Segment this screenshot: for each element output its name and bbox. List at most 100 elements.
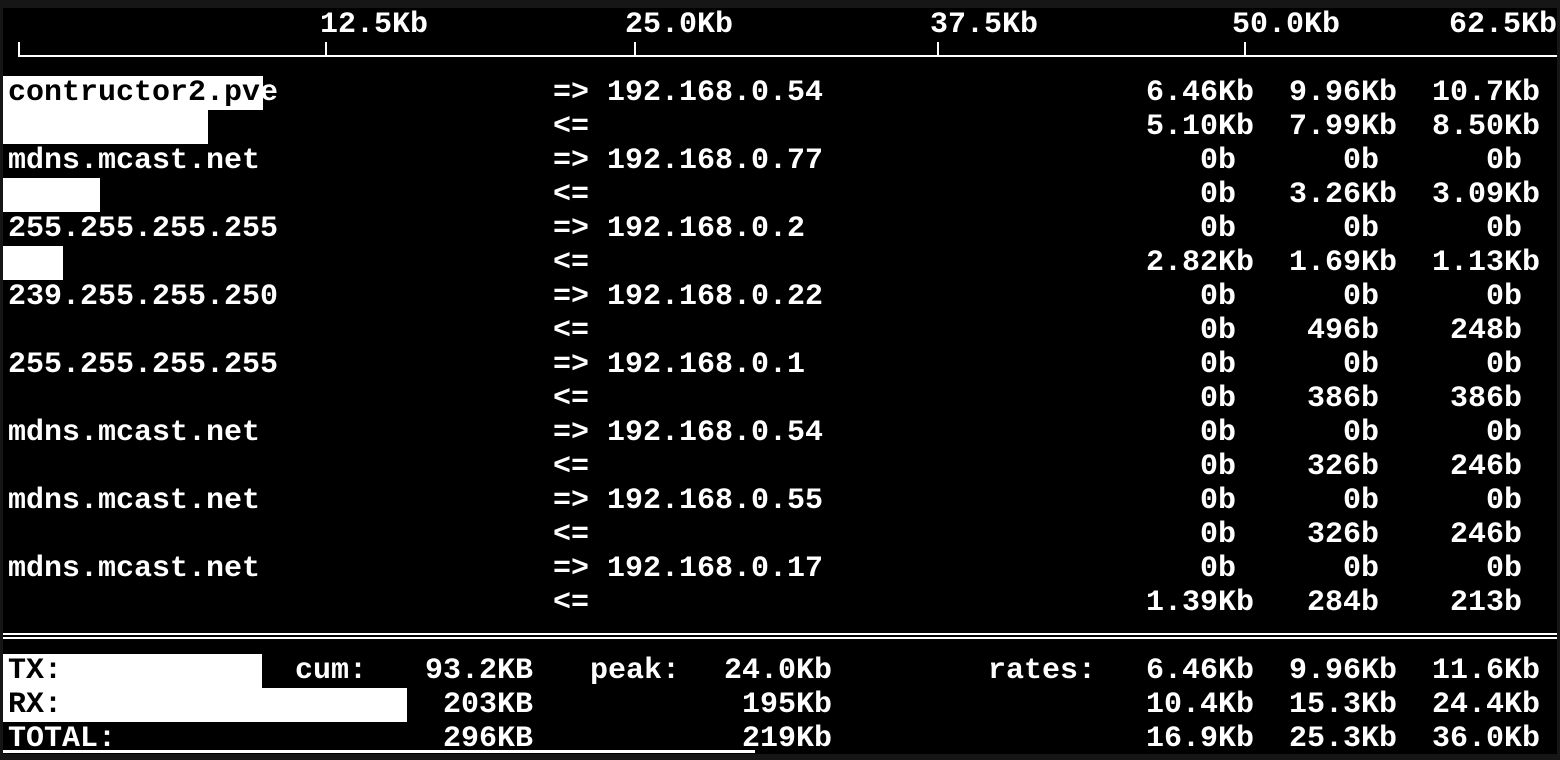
peak-column-header: peak: — [590, 654, 681, 688]
rx-rate-col3-number: 3.09 — [1431, 178, 1504, 212]
rx-rate-col3-number: 246 — [1449, 450, 1504, 484]
scale-tick-0 — [18, 42, 20, 57]
rx-rate-col2-unit: b — [1361, 586, 1380, 620]
tx-rate-col1-unit: b — [1218, 280, 1237, 314]
tx-rate-col1-unit: Kb — [1218, 76, 1255, 110]
rx-rate-col1-number: 0 — [1199, 382, 1218, 416]
tx-rate-col1-unit: b — [1218, 552, 1237, 586]
rx-rate-col2-unit: b — [1361, 382, 1380, 416]
scale-tick-1 — [325, 42, 327, 57]
rx-rate-col1-unit: b — [1218, 314, 1237, 348]
footer-bandwidth-bar-tx — [0, 654, 262, 688]
footer-rate-col2-number: 9.96 — [1288, 654, 1361, 688]
tx-rate-col3-number: 0 — [1485, 484, 1504, 518]
rx-arrow: <= — [553, 586, 590, 620]
rx-rate-col2-number: 326 — [1306, 518, 1361, 552]
footer-rate-col3-number: 36.0 — [1431, 722, 1504, 756]
remote-host-label: 192.168.0.1 — [607, 348, 806, 382]
footer-rate-col1-number: 16.9 — [1145, 722, 1218, 756]
tx-rate-col3-number: 0 — [1485, 280, 1504, 314]
rx-arrow: <= — [553, 110, 590, 144]
local-host-label-normal-part: e — [260, 76, 279, 110]
terminal-edge-bottom — [0, 754, 1560, 760]
local-host-label: mdns.mcast.net — [8, 552, 261, 586]
footer-label-rx-inverse-part: RX: — [8, 688, 63, 722]
terminal-edge-right — [1557, 0, 1560, 760]
footer-rate-col3-unit: Kb — [1504, 688, 1541, 722]
rx-rate-col3-unit: b — [1504, 450, 1523, 484]
local-host-label-inverse-part: contructor2.pv — [8, 76, 261, 110]
footer-rate-col3-number: 24.4 — [1431, 688, 1504, 722]
tx-rate-col2-number: 0 — [1342, 484, 1361, 518]
rx-rate-col1-unit: Kb — [1218, 586, 1255, 620]
tx-rate-col1-number: 0 — [1199, 484, 1218, 518]
rx-rate-col2-number: 326 — [1306, 450, 1361, 484]
footer-rate-col3-unit: Kb — [1504, 722, 1541, 756]
footer-rate-col2-unit: Kb — [1361, 688, 1398, 722]
scale-label-37.5Kb: 37.5Kb — [930, 8, 1039, 42]
rx-bandwidth-bar — [0, 110, 208, 144]
tx-rate-col2-unit: b — [1361, 552, 1380, 586]
footer-rate-col2-unit: Kb — [1361, 722, 1398, 756]
remote-host-label: 192.168.0.77 — [607, 144, 824, 178]
tx-rate-col3-unit: b — [1504, 212, 1523, 246]
rx-rate-col2-number: 386 — [1306, 382, 1361, 416]
rx-rate-col1-number: 0 — [1199, 178, 1218, 212]
rx-arrow: <= — [553, 178, 590, 212]
scale-tick-2 — [634, 42, 636, 57]
footer-rate-col3-number: 11.6 — [1431, 654, 1504, 688]
scale-label-12.5Kb: 12.5Kb — [320, 8, 429, 42]
tx-rate-col1-number: 0 — [1199, 280, 1218, 314]
rx-rate-col3-unit: Kb — [1504, 110, 1541, 144]
local-host-label: mdns.mcast.net — [8, 484, 261, 518]
rx-rate-col3-unit: b — [1504, 382, 1523, 416]
bottom-underline — [0, 750, 755, 753]
tx-arrow: => — [553, 484, 590, 518]
rx-rate-col1-number: 0 — [1199, 518, 1218, 552]
tx-rate-col3-unit: b — [1504, 348, 1523, 382]
rx-arrow: <= — [553, 518, 590, 552]
remote-host-label: 192.168.0.17 — [607, 552, 824, 586]
rx-rate-col1-unit: b — [1218, 382, 1237, 416]
tx-rate-col1-unit: b — [1218, 348, 1237, 382]
rx-rate-col1-unit: Kb — [1218, 246, 1255, 280]
footer-rate-col1-number: 10.4 — [1145, 688, 1218, 722]
footer-cum-value-unit: KB — [497, 688, 534, 722]
footer-separator-line-2 — [0, 637, 1560, 639]
rx-rate-col1-number: 2.82 — [1145, 246, 1218, 280]
tx-rate-col3-unit: b — [1504, 144, 1523, 178]
local-host-label: 255.255.255.255 — [8, 212, 279, 246]
footer-label-tx-inverse-part: TX: — [8, 654, 63, 688]
rx-rate-col1-number: 0 — [1199, 314, 1218, 348]
tx-rate-col1-number: 6.46 — [1145, 76, 1218, 110]
tx-arrow: => — [553, 416, 590, 450]
rx-rate-col3-number: 213 — [1449, 586, 1504, 620]
rx-rate-col2-unit: b — [1361, 518, 1380, 552]
tx-rate-col3-number: 0 — [1485, 348, 1504, 382]
tx-rate-col1-unit: b — [1218, 144, 1237, 178]
tx-rate-col2-unit: b — [1361, 484, 1380, 518]
footer-rate-col2-unit: Kb — [1361, 654, 1398, 688]
tx-rate-col1-unit: b — [1218, 212, 1237, 246]
tx-rate-col2-unit: b — [1361, 280, 1380, 314]
rx-rate-col1-number: 0 — [1199, 450, 1218, 484]
tx-rate-col2-number: 9.96 — [1288, 76, 1361, 110]
rx-bandwidth-bar — [0, 178, 100, 212]
tx-arrow: => — [553, 212, 590, 246]
rx-rate-col3-number: 248 — [1449, 314, 1504, 348]
tx-rate-col1-number: 0 — [1199, 416, 1218, 450]
scale-tick-4 — [1244, 42, 1246, 57]
tx-bandwidth-bar — [0, 76, 263, 110]
tx-rate-col1-number: 0 — [1199, 348, 1218, 382]
footer-rate-col2-number: 25.3 — [1288, 722, 1361, 756]
tx-rate-col2-number: 0 — [1342, 552, 1361, 586]
scale-label-62.5Kb: 62.5Kb — [1449, 8, 1558, 42]
footer-peak-value-unit: Kb — [796, 654, 833, 688]
tx-rate-col3-unit: b — [1504, 552, 1523, 586]
tx-rate-col2-number: 0 — [1342, 144, 1361, 178]
scale-label-50.0Kb: 50.0Kb — [1232, 8, 1341, 42]
rx-arrow: <= — [553, 382, 590, 416]
footer-bandwidth-bar-rx — [0, 688, 407, 722]
footer-rate-col2-number: 15.3 — [1288, 688, 1361, 722]
